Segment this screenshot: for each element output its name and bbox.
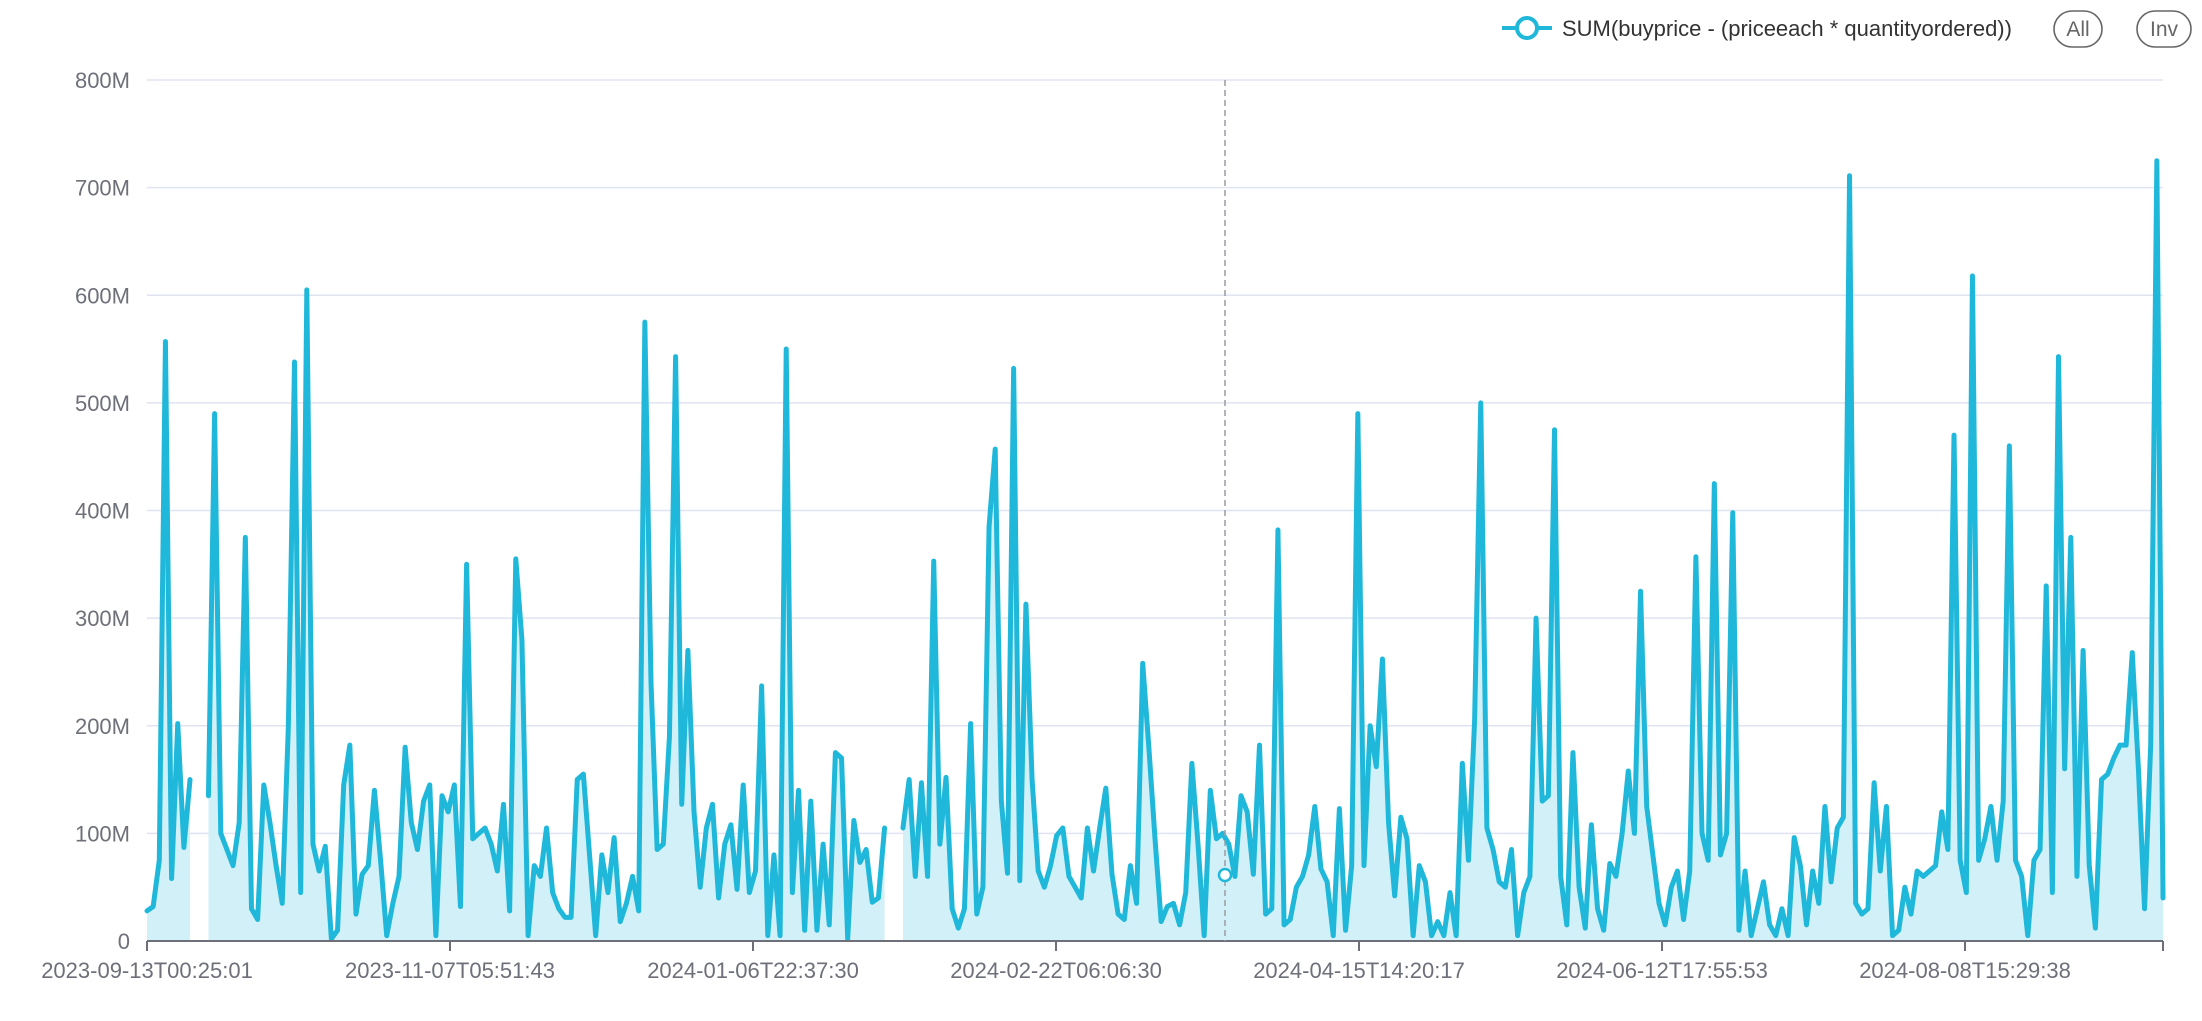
x-tick-label: 2024-02-22T06:06:30 [950,958,1162,983]
x-tick-label: 2024-08-08T15:29:38 [1859,958,2071,983]
y-axis-labels: 0 100M 200M 300M 400M 500M 600M 700M 800M [75,68,130,954]
series-line-segment [144,339,193,914]
legend-inv-button[interactable]: Inv [2136,10,2192,48]
y-tick-label: 100M [75,821,130,846]
x-tick-label: 2024-01-06T22:37:30 [647,958,859,983]
x-tick-label: 2023-11-07T05:51:43 [345,958,555,983]
y-tick-label: 600M [75,283,130,308]
axis-pointer [1217,80,1233,941]
x-axis-labels: 2023-09-13T00:25:01 2023-11-07T05:51:43 20… [41,958,2071,983]
y-tick-label: 500M [75,391,130,416]
all-button-outline[interactable] [2053,10,2103,48]
y-tick-label: 800M [75,68,130,93]
series-line-segment [900,158,2166,939]
hover-point-marker [1217,867,1233,883]
legend-circle-icon [1515,16,1539,40]
legend-item[interactable]: SUM(buyprice - (priceeach * quantityorde… [1502,16,2012,41]
x-tick-label: 2024-06-12T17:55:53 [1556,958,1768,983]
inv-button-label[interactable]: Inv [2150,18,2179,41]
legend-all-button[interactable]: All [2053,10,2103,48]
grid-lines [147,79,2163,835]
all-button-label[interactable]: All [2066,18,2089,41]
x-tick-label: 2023-09-13T00:25:01 [41,958,253,983]
x-axis [146,940,2164,951]
series-line-segment [205,287,888,942]
x-tick-label: 2024-04-15T14:20:17 [1253,958,1465,983]
inv-button-outline[interactable] [2136,10,2192,48]
y-tick-label: 200M [75,714,130,739]
y-tick-label: 300M [75,606,130,631]
y-tick-label: 400M [75,499,130,524]
legend[interactable]: SUM(buyprice - (priceeach * quantityorde… [1502,10,2192,48]
series-line [144,158,2166,942]
y-tick-label: 700M [75,176,130,201]
y-tick-label: 0 [118,929,130,954]
legend-series-label: SUM(buyprice - (priceeach * quantityorde… [1562,16,2012,41]
